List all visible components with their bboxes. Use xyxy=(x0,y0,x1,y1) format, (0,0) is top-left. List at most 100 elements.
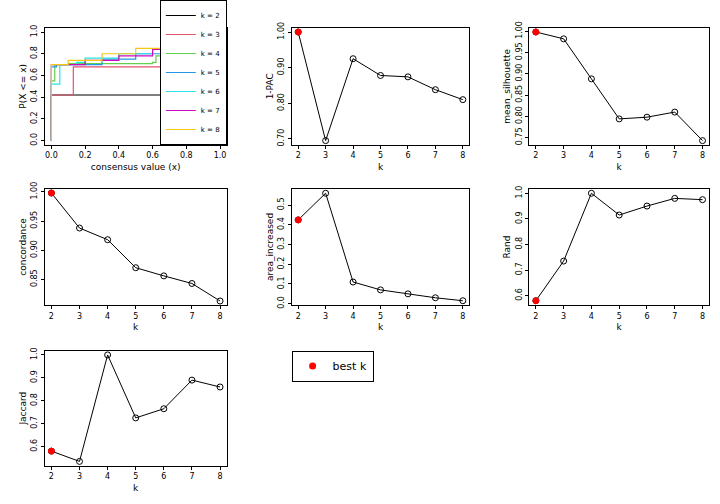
svg-text:Jaccard: Jaccard xyxy=(18,392,28,426)
svg-text:2: 2 xyxy=(296,312,301,321)
svg-text:2: 2 xyxy=(296,151,301,160)
svg-text:1.0: 1.0 xyxy=(214,151,227,160)
svg-text:4: 4 xyxy=(105,472,110,481)
svg-text:1.0: 1.0 xyxy=(30,347,39,360)
svg-text:k = 3: k = 3 xyxy=(201,31,220,39)
svg-text:0.85: 0.85 xyxy=(515,85,524,103)
svg-text:8: 8 xyxy=(700,312,705,321)
svg-text:3: 3 xyxy=(77,312,82,321)
svg-text:8: 8 xyxy=(460,312,465,321)
svg-text:0.6: 0.6 xyxy=(515,288,524,301)
svg-text:0.4: 0.4 xyxy=(277,217,286,230)
svg-text:8: 8 xyxy=(218,472,223,481)
svg-text:k: k xyxy=(617,162,623,172)
svg-text:0.95: 0.95 xyxy=(515,42,524,60)
svg-text:0.90: 0.90 xyxy=(277,58,286,76)
svg-text:1-PAC: 1-PAC xyxy=(265,73,275,99)
svg-text:0.0: 0.0 xyxy=(277,296,286,309)
svg-text:7: 7 xyxy=(672,312,677,321)
svg-text:1.0: 1.0 xyxy=(515,186,524,199)
svg-text:k = 4: k = 4 xyxy=(201,50,220,58)
svg-text:consensus value (x): consensus value (x) xyxy=(91,162,181,172)
svg-text:k = 8: k = 8 xyxy=(201,126,220,134)
svg-text:7: 7 xyxy=(189,472,194,481)
svg-text:0.4: 0.4 xyxy=(112,151,125,160)
svg-text:5: 5 xyxy=(378,151,383,160)
svg-text:2: 2 xyxy=(533,312,538,321)
svg-text:2: 2 xyxy=(49,312,54,321)
svg-text:0.6: 0.6 xyxy=(30,439,39,452)
svg-text:7: 7 xyxy=(433,312,438,321)
svg-text:k: k xyxy=(378,322,384,332)
svg-text:0.75: 0.75 xyxy=(515,128,524,146)
svg-text:k: k xyxy=(133,322,139,332)
svg-text:k = 5: k = 5 xyxy=(201,69,220,77)
svg-text:4: 4 xyxy=(589,151,594,160)
svg-text:6: 6 xyxy=(405,151,410,160)
svg-text:6: 6 xyxy=(405,312,410,321)
svg-text:8: 8 xyxy=(460,151,465,160)
svg-text:5: 5 xyxy=(133,312,138,321)
svg-text:k = 2: k = 2 xyxy=(201,12,220,20)
svg-text:3: 3 xyxy=(323,151,328,160)
svg-text:best k: best k xyxy=(333,360,367,373)
svg-text:4: 4 xyxy=(351,312,356,321)
svg-text:0.90: 0.90 xyxy=(30,240,39,258)
svg-text:0.4: 0.4 xyxy=(30,90,39,103)
svg-text:0.80: 0.80 xyxy=(277,93,286,111)
svg-text:k: k xyxy=(617,322,623,332)
svg-text:6: 6 xyxy=(161,312,166,321)
svg-text:0.2: 0.2 xyxy=(277,257,286,270)
svg-text:Rand: Rand xyxy=(502,235,512,258)
svg-text:8: 8 xyxy=(700,151,705,160)
svg-text:7: 7 xyxy=(672,151,677,160)
svg-text:2: 2 xyxy=(533,151,538,160)
svg-text:area_increased: area_increased xyxy=(265,213,275,281)
svg-text:0.90: 0.90 xyxy=(515,64,524,82)
svg-text:3: 3 xyxy=(561,151,566,160)
svg-text:0.3: 0.3 xyxy=(277,237,286,250)
svg-text:0.2: 0.2 xyxy=(30,111,39,124)
svg-text:8: 8 xyxy=(218,312,223,321)
svg-text:4: 4 xyxy=(589,312,594,321)
svg-text:6: 6 xyxy=(161,472,166,481)
svg-text:k: k xyxy=(133,483,139,493)
svg-text:0.6: 0.6 xyxy=(30,68,39,81)
svg-text:mean_silhouette: mean_silhouette xyxy=(502,48,512,123)
svg-text:0.7: 0.7 xyxy=(30,416,39,429)
svg-text:3: 3 xyxy=(561,312,566,321)
svg-text:5: 5 xyxy=(133,472,138,481)
svg-text:0.8: 0.8 xyxy=(180,151,193,160)
svg-text:0.5: 0.5 xyxy=(277,198,286,211)
svg-text:2: 2 xyxy=(49,472,54,481)
svg-text:0.8: 0.8 xyxy=(30,393,39,406)
svg-text:0.8: 0.8 xyxy=(30,46,39,59)
svg-text:6: 6 xyxy=(644,151,649,160)
svg-text:1.00: 1.00 xyxy=(30,182,39,200)
svg-text:4: 4 xyxy=(351,151,356,160)
svg-text:4: 4 xyxy=(105,312,110,321)
svg-text:0.85: 0.85 xyxy=(30,269,39,287)
svg-text:5: 5 xyxy=(617,312,622,321)
svg-text:0.0: 0.0 xyxy=(30,133,39,146)
svg-text:0.7: 0.7 xyxy=(515,262,524,275)
svg-text:k = 6: k = 6 xyxy=(201,88,220,96)
svg-text:1.00: 1.00 xyxy=(277,22,286,40)
svg-text:7: 7 xyxy=(433,151,438,160)
svg-text:0.70: 0.70 xyxy=(277,129,286,147)
svg-text:k: k xyxy=(378,162,384,172)
svg-text:6: 6 xyxy=(644,312,649,321)
svg-text:5: 5 xyxy=(378,312,383,321)
svg-text:0.9: 0.9 xyxy=(515,211,524,224)
svg-text:0.95: 0.95 xyxy=(30,211,39,229)
svg-text:P(X <= x): P(X <= x) xyxy=(18,64,28,109)
svg-text:5: 5 xyxy=(617,151,622,160)
svg-text:7: 7 xyxy=(189,312,194,321)
svg-text:3: 3 xyxy=(323,312,328,321)
svg-text:3: 3 xyxy=(77,472,82,481)
svg-text:1.0: 1.0 xyxy=(30,25,39,38)
svg-text:0.9: 0.9 xyxy=(30,370,39,383)
svg-text:concordance: concordance xyxy=(18,218,28,276)
svg-text:k = 7: k = 7 xyxy=(201,107,220,115)
svg-text:0.0: 0.0 xyxy=(45,151,58,160)
